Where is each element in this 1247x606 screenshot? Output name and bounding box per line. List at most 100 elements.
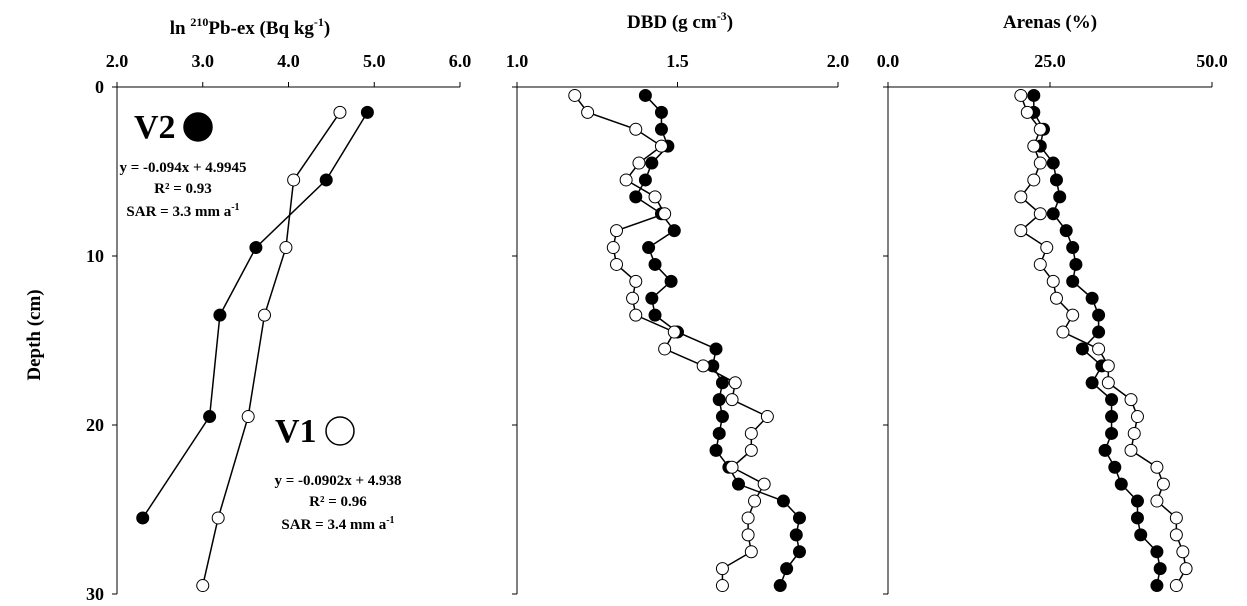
- panel2-series-v2-point: [638, 88, 652, 102]
- panel3-series-v2-point: [1066, 241, 1080, 255]
- v2-label: V2: [134, 109, 176, 146]
- panel1-x-tick-label: 3.0: [192, 51, 215, 71]
- panel1-title: ln 210Pb-ex (Bq kg-1): [170, 15, 331, 39]
- panel3-series-v1-point: [1101, 359, 1115, 373]
- panel2-series-v2-point: [789, 528, 803, 542]
- panel2-series-v1-point: [667, 325, 681, 339]
- panel1-x-tick-label: 2.0: [106, 51, 129, 71]
- panel3-series-v1-point: [1046, 274, 1060, 288]
- panel3-series-v1-point: [1033, 122, 1047, 136]
- panel3-series-v2-point: [1114, 477, 1128, 491]
- panel1-series-v2-point: [136, 511, 150, 525]
- panel2-series-v2-point: [712, 426, 726, 440]
- panel2-series-v1-point: [744, 426, 758, 440]
- panel2-series-v1-point: [568, 88, 582, 102]
- panel2-series-v2-point: [667, 224, 681, 238]
- panel3-series-v1-point: [1066, 308, 1080, 322]
- panel2-series-v2-point: [629, 190, 643, 204]
- panel3-series-v2-point: [1150, 579, 1164, 593]
- panel3-series-v2-point: [1069, 257, 1083, 271]
- panel2-series-v1-point: [658, 207, 672, 221]
- panel1-series-v2-point: [360, 105, 374, 119]
- y-tick-label: 0: [95, 77, 104, 97]
- panel2-series-v2-point: [709, 342, 723, 356]
- panel1-series-v1-point: [241, 410, 255, 424]
- panel2-series-v2-point: [645, 291, 659, 305]
- panel3-series-v1-point: [1169, 511, 1183, 525]
- panel3-series-v1-point: [1124, 393, 1138, 407]
- panel3-series-v2-point: [1049, 173, 1063, 187]
- panel1-series-v2-point: [319, 173, 333, 187]
- panel3-series-v1-point: [1056, 325, 1070, 339]
- panel1-series-v1-point: [333, 105, 347, 119]
- panel3-series-v2-point: [1053, 190, 1067, 204]
- panel2-series-v1-point: [629, 308, 643, 322]
- panel2-series-v2-point: [654, 105, 668, 119]
- panel2-series-v1-point: [658, 342, 672, 356]
- panel3-series-v2-point: [1075, 342, 1089, 356]
- panel3-series-v1-point: [1150, 460, 1164, 474]
- panel3-series-v2-point: [1092, 325, 1106, 339]
- panel1-series-v2-point: [249, 241, 263, 255]
- panel2-x-tick-label: 1.0: [506, 51, 529, 71]
- y-tick-label: 30: [86, 584, 104, 604]
- panel3-series-v1-line: [1019, 95, 1187, 586]
- panel2-series-v1-point: [606, 241, 620, 255]
- panel2-series-v1-point: [619, 173, 633, 187]
- panel2-series-v2-point: [709, 443, 723, 457]
- panel2-series-v1-point: [654, 139, 668, 153]
- panel3-series-v1-point: [1020, 105, 1034, 119]
- panel3-series-v1-point: [1127, 426, 1141, 440]
- panel2-x-tick-label: 1.5: [666, 51, 689, 71]
- panel2-series-v2-point: [780, 562, 794, 576]
- panel3-series-v1-point: [1092, 342, 1106, 356]
- panel2-series-v2-point: [664, 274, 678, 288]
- panel3-series-v2-point: [1066, 274, 1080, 288]
- panel3-series-v2-point: [1046, 207, 1060, 221]
- panel2-series-v2-point: [731, 477, 745, 491]
- y-axis-label: Depth (cm): [24, 289, 45, 380]
- panel2-series-v1-line: [574, 94, 769, 586]
- panel1-series-v1-point: [287, 173, 301, 187]
- panel1-series-v1-point: [211, 511, 225, 525]
- panel2-series-v1-point: [760, 410, 774, 424]
- panel2-series-v1-point: [629, 274, 643, 288]
- panel3-series-v2-point: [1098, 443, 1112, 457]
- panel2-series-v1-point: [696, 359, 710, 373]
- v1-label: V1: [275, 413, 317, 450]
- panel3-series-v2-point: [1108, 460, 1122, 474]
- panel2-series-v2-point: [642, 241, 656, 255]
- panel1-x-tick-label: 6.0: [449, 51, 472, 71]
- panel1-series-v2-point: [213, 308, 227, 322]
- panel2-series-v1-point: [626, 291, 640, 305]
- panel3-series-v2-point: [1153, 562, 1167, 576]
- panel3-series-v1-point: [1033, 257, 1047, 271]
- panel2-series-v2-point: [776, 494, 790, 508]
- panel2-series-v2-point: [792, 511, 806, 525]
- panel2-series-v1-point: [741, 511, 755, 525]
- panel3-series-v1-point: [1033, 207, 1047, 221]
- panel2-series-v1-point: [744, 443, 758, 457]
- panel3-x-tick-label: 50.0: [1196, 51, 1228, 71]
- panel2-series-v2-point: [648, 257, 662, 271]
- panel3-series-v2-point: [1105, 410, 1119, 424]
- panel3-series-v1-point: [1033, 156, 1047, 170]
- panel3-series-v1-point: [1027, 173, 1041, 187]
- panel2-series-v2-point: [792, 545, 806, 559]
- panel2-series-v2-point: [638, 173, 652, 187]
- panel1-series-v2-line: [142, 111, 369, 519]
- panel3-x-tick-label: 25.0: [1034, 51, 1066, 71]
- panel3-series-v1-point: [1169, 579, 1183, 593]
- panel2-series-v2-point: [712, 393, 726, 407]
- panel3-series-v2-point: [1130, 511, 1144, 525]
- panel2-series-v1-point: [757, 477, 771, 491]
- panel3-series-v1-point: [1179, 562, 1193, 576]
- panel3-x-tick-label: 0.0: [877, 51, 900, 71]
- panel2-series-v1-point: [629, 122, 643, 136]
- panel3-series-v2-point: [1027, 88, 1041, 102]
- panel2-x-tick-label: 2.0: [827, 51, 850, 71]
- panel3-series-v2-point: [1085, 291, 1099, 305]
- panel2-series-v1-point: [728, 376, 742, 390]
- panel2-series-v1-point: [744, 545, 758, 559]
